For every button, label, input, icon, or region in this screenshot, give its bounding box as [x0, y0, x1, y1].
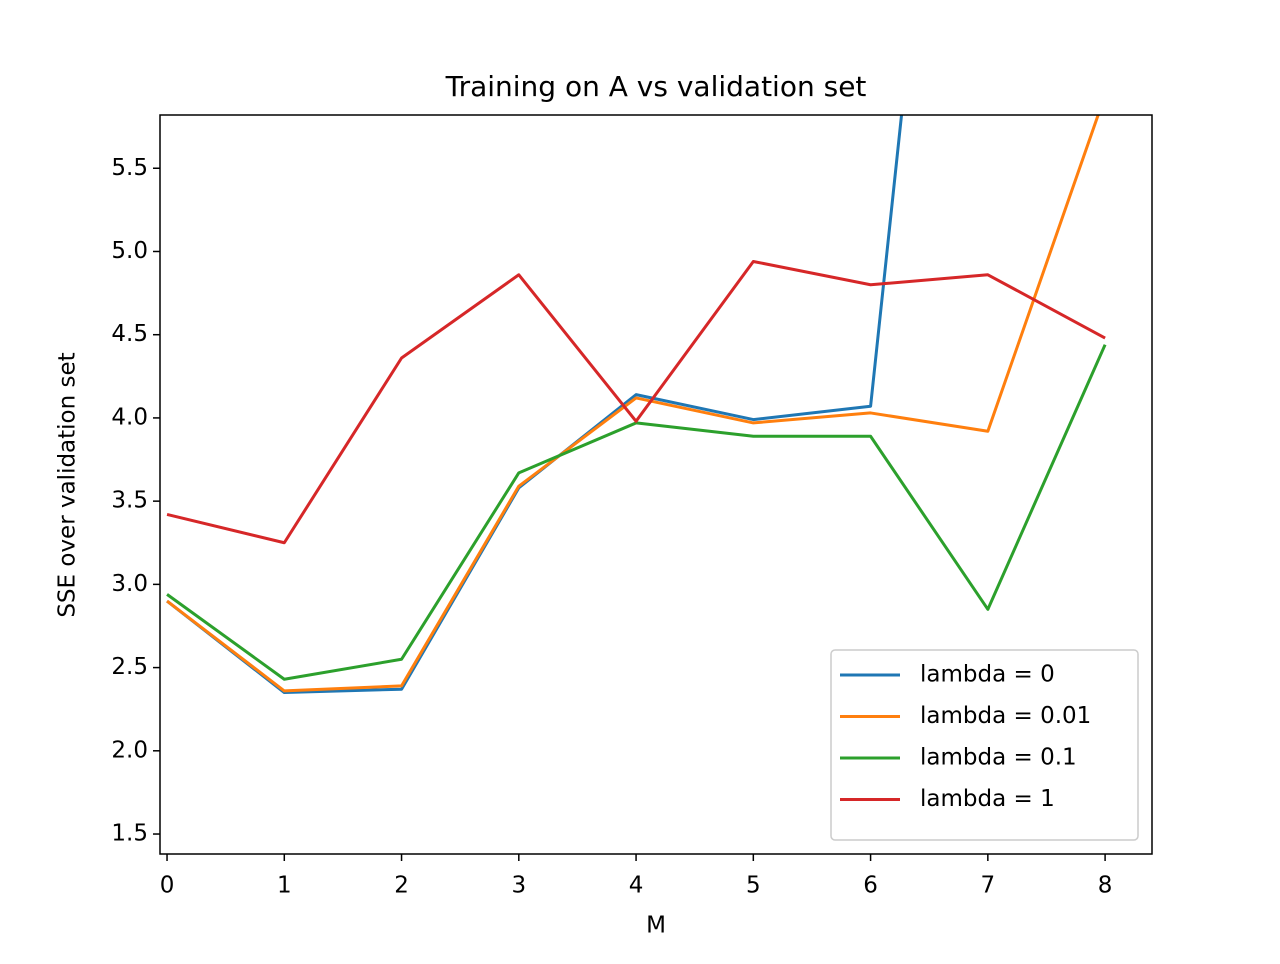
x-tick-label: 7 — [981, 873, 996, 899]
x-tick-label: 6 — [863, 873, 878, 899]
y-tick-label: 1.5 — [111, 821, 148, 847]
x-tick-label: 2 — [394, 873, 409, 899]
y-tick-label: 5.0 — [111, 238, 148, 264]
legend-label: lambda = 0.1 — [920, 745, 1077, 771]
series-line — [166, 115, 1100, 693]
x-tick-label: 4 — [629, 873, 644, 899]
y-tick-label: 4.5 — [111, 321, 148, 347]
x-axis-label: M — [646, 913, 666, 939]
series-line — [166, 344, 1107, 681]
axes-frame — [159, 114, 1153, 855]
x-tick-label: 0 — [160, 873, 175, 899]
legend-label: lambda = 0.01 — [920, 703, 1091, 729]
series-line — [166, 115, 904, 695]
y-tick-label: 2.5 — [111, 654, 148, 680]
legend-label: lambda = 1 — [920, 786, 1055, 812]
y-tick-label: 3.0 — [111, 571, 148, 597]
y-tick-label: 4.0 — [111, 404, 148, 430]
x-tick-label: 1 — [277, 873, 292, 899]
y-tick-label: 5.5 — [111, 155, 148, 181]
legend-label: lambda = 0 — [920, 662, 1055, 688]
series-line — [166, 259, 1106, 545]
chart-title: Training on A vs validation set — [445, 70, 867, 103]
plot-area — [166, 115, 1107, 695]
y-axis-label: SSE over validation set — [55, 352, 81, 617]
legend-box — [830, 649, 1139, 841]
x-tick-label: 5 — [746, 873, 761, 899]
y-tick-label: 2.0 — [111, 737, 148, 763]
x-tick-label: 8 — [1098, 873, 1113, 899]
x-tick-label: 3 — [511, 873, 526, 899]
y-tick-label: 3.5 — [111, 488, 148, 514]
